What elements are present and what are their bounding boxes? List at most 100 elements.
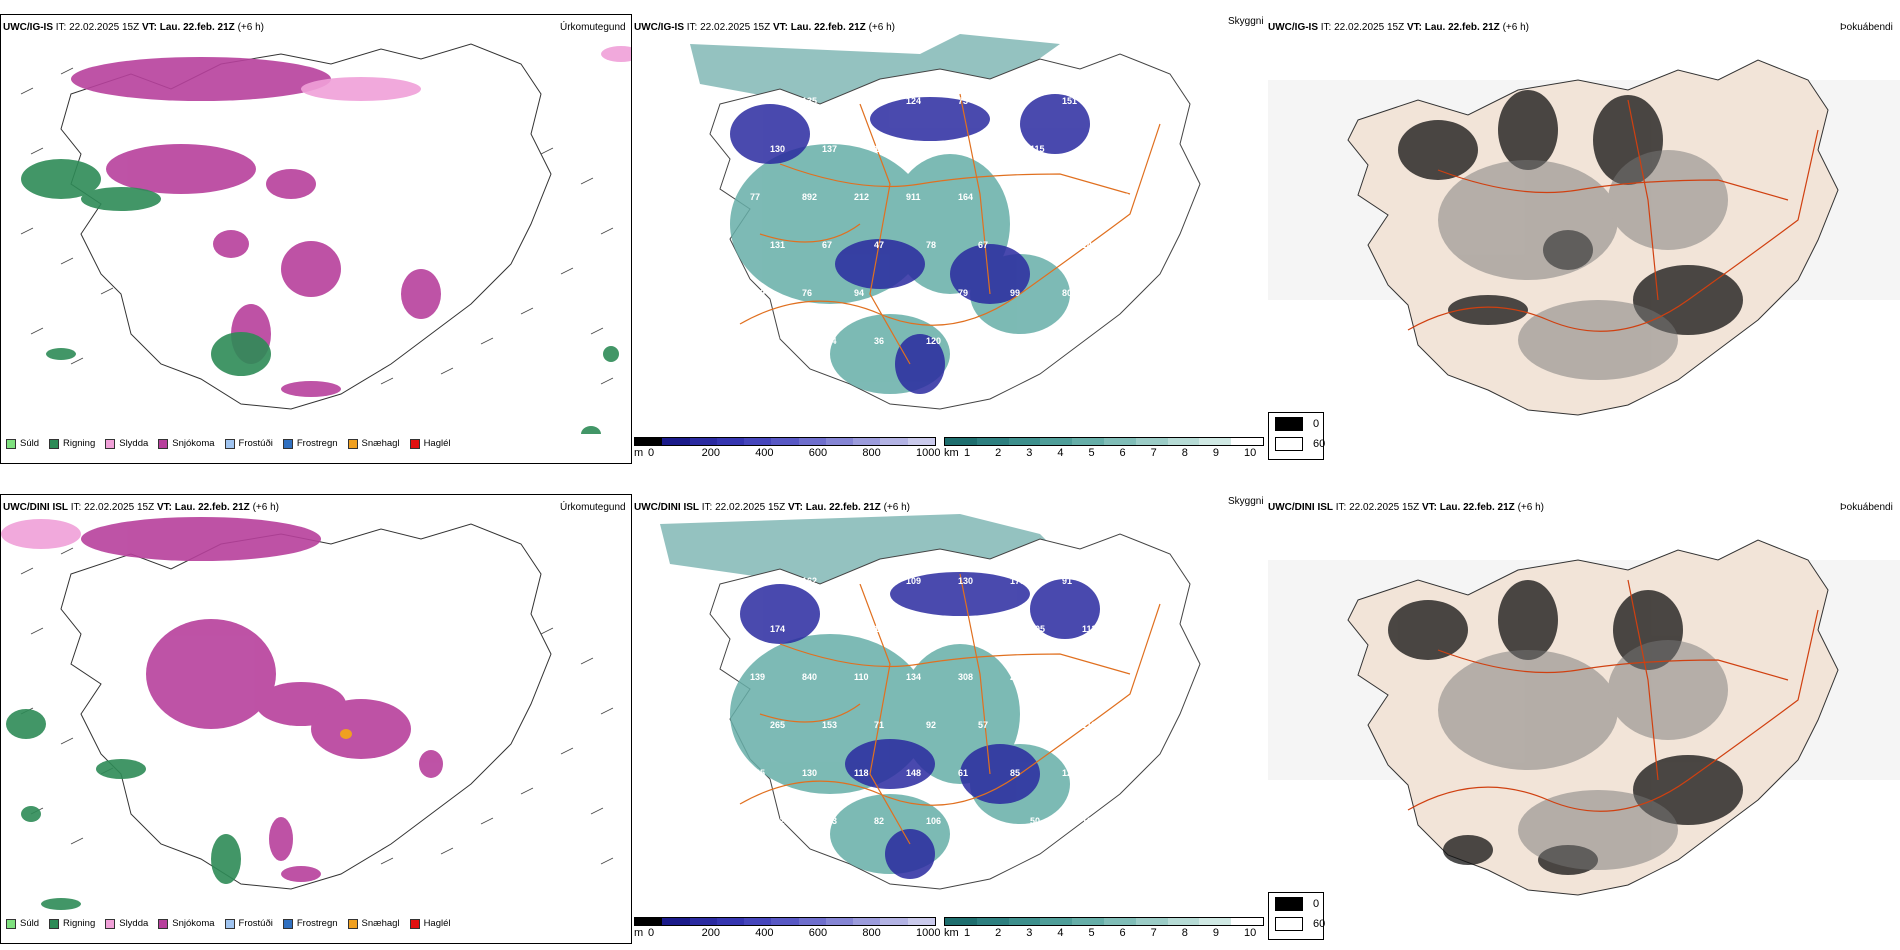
- colorbar-tick: 8: [1181, 447, 1188, 459]
- dist-bar: [944, 917, 1264, 926]
- elevation-label: 892: [802, 192, 817, 202]
- elevation-label: 67: [822, 240, 832, 250]
- vis-header: UWC/DINI ISL IT: 22.02.2025 15Z VT: Lau.…: [634, 502, 910, 513]
- legend-label: Snæhagl: [361, 918, 400, 929]
- fog-title: Þokuábendi: [1840, 502, 1893, 513]
- grey-fog: [1438, 640, 1728, 870]
- legend-swatch: [224, 438, 235, 449]
- elevation-label: 61: [958, 768, 968, 778]
- elevation-label: 141: [1082, 240, 1097, 250]
- elevation-label: 85: [1010, 768, 1020, 778]
- precip-header: UWC/IG-IS IT: 22.02.2025 15Z VT: Lau. 22…: [3, 22, 264, 33]
- elevation-label: 106: [926, 816, 941, 826]
- elevation-label: 76: [802, 288, 812, 298]
- elevation-label: 92: [926, 720, 936, 730]
- elevation-label: 105: [1030, 624, 1045, 634]
- fog-legend-row: 60: [1275, 917, 1325, 931]
- colorbar-segment: [976, 438, 1009, 445]
- fog-legend-label: 0: [1313, 418, 1320, 430]
- height-colorbar: m 0 200 400 600 800 1000: [634, 917, 940, 939]
- legend-label: Frostúði: [238, 438, 273, 449]
- legend-swatch: [49, 438, 60, 449]
- colorbar-segment: [1167, 918, 1200, 925]
- model-name: UWC/DINI ISL: [634, 502, 699, 513]
- elevation-label: 150: [978, 816, 993, 826]
- elevation-label: 98: [854, 96, 864, 106]
- colorbar-segment: [662, 438, 690, 445]
- legend-swatch: [6, 438, 16, 449]
- snow-areas: [81, 517, 443, 882]
- precip-map: [1, 517, 614, 910]
- sleet-areas: [1, 519, 81, 549]
- colorbar-tick: 7: [1150, 447, 1157, 459]
- precip-map-frame: [0, 14, 632, 464]
- fog-legend-label: 60: [1313, 918, 1326, 930]
- elevation-label: 82: [874, 816, 884, 826]
- valid-prefix: VT:: [1406, 22, 1422, 33]
- legend-swatch: [347, 438, 358, 449]
- elevation-label: 220: [1010, 672, 1025, 682]
- value-labels: 153 162 123 109 130 178 91 110 174 161 152 153 128 10…: [750, 576, 1149, 874]
- precip-legend: Súld Rigning Slydda Snjókoma Frostúði Frostre…: [6, 438, 451, 449]
- colorbar-segment: [1103, 918, 1136, 925]
- legend-label: Rigning: [63, 438, 96, 449]
- init-time: IT: 22.02.2025 15Z: [55, 22, 140, 33]
- colorbar-tick: 0: [648, 447, 655, 459]
- legend-label: Frostregn: [296, 438, 338, 449]
- legend-swatch: [49, 918, 60, 929]
- colorbar-segment: [1199, 918, 1232, 925]
- legend-swatch: [409, 438, 420, 449]
- elevation-label: 78: [1030, 240, 1040, 250]
- precip-header: UWC/DINI ISL IT: 22.02.2025 15Z VT: Lau.…: [3, 502, 279, 513]
- elevation-label: 134: [906, 672, 921, 682]
- lead-time: (+6 h): [1502, 22, 1529, 33]
- colorbar-segment: [771, 918, 799, 925]
- legend-item: Snæhagl: [347, 918, 400, 929]
- colorbar-tick: 600: [808, 927, 828, 939]
- elevation-label: 162: [802, 576, 817, 586]
- elevation-label: 86: [802, 864, 812, 874]
- model-name: UWC/IG-IS: [3, 22, 53, 33]
- elevation-label: 106: [1114, 192, 1129, 202]
- elevation-label: 911: [906, 192, 921, 202]
- rain-areas: [21, 159, 619, 434]
- lead-time: (+6 h): [883, 502, 910, 513]
- legend-item: Frostúði: [224, 918, 273, 929]
- colorbar-tick: 200: [701, 447, 720, 459]
- colorbar-segment: [1103, 438, 1136, 445]
- fog-legend-swatch: [1275, 917, 1303, 931]
- colorbar-tick: 6: [1119, 447, 1126, 459]
- fog-legend-swatch: [1275, 417, 1303, 431]
- elevation-label: 99: [1010, 288, 1020, 298]
- colorbar-tick: 6: [1119, 927, 1126, 939]
- init-time: IT: 22.02.2025 15Z: [70, 502, 155, 513]
- grey-fog: [1438, 150, 1728, 380]
- elevation-label: 118: [854, 768, 869, 778]
- legend-item: Snjókoma: [158, 918, 215, 929]
- height-colorbar: m 0 200 400 600 800 1000: [634, 437, 940, 459]
- lead-time: (+6 h): [237, 22, 264, 33]
- init-time: IT: 22.02.2025 15Z: [1320, 22, 1405, 33]
- elevation-label: 173: [822, 816, 837, 826]
- hail-spot: [340, 729, 352, 739]
- elevation-label: 78: [926, 240, 936, 250]
- colorbar-segment: [1072, 918, 1104, 925]
- colorbar-segment: [744, 438, 772, 445]
- colorbar-tick: 8: [1181, 927, 1188, 939]
- colorbar-segment: [853, 918, 881, 925]
- elevation-label: 115: [1030, 144, 1045, 154]
- vis-map: 70 135 98 124 73 79 151 153 130 137 141 122 137 115 36…: [690, 34, 1201, 410]
- colorbar-segment: [689, 438, 717, 445]
- colorbar-tick: 1: [964, 927, 971, 939]
- elevation-label: 80: [1062, 288, 1072, 298]
- dist-colorbar: km 1 2 3 4 5 6 7 8 9 10: [944, 437, 1264, 459]
- fog-legend-row: 0: [1275, 417, 1319, 431]
- elevation-label: 179: [750, 288, 765, 298]
- fog-legend: 0 60: [1268, 892, 1325, 940]
- valid-time: Lau. 22.feb. 21Z: [159, 22, 235, 33]
- colorbar-segment: [716, 438, 745, 445]
- model-name: UWC/DINI ISL: [1268, 502, 1333, 513]
- elevation-label: 151: [1062, 96, 1077, 106]
- valid-time: Lau. 22.feb. 21Z: [1424, 22, 1500, 33]
- init-time: IT: 22.02.2025 15Z: [701, 502, 786, 513]
